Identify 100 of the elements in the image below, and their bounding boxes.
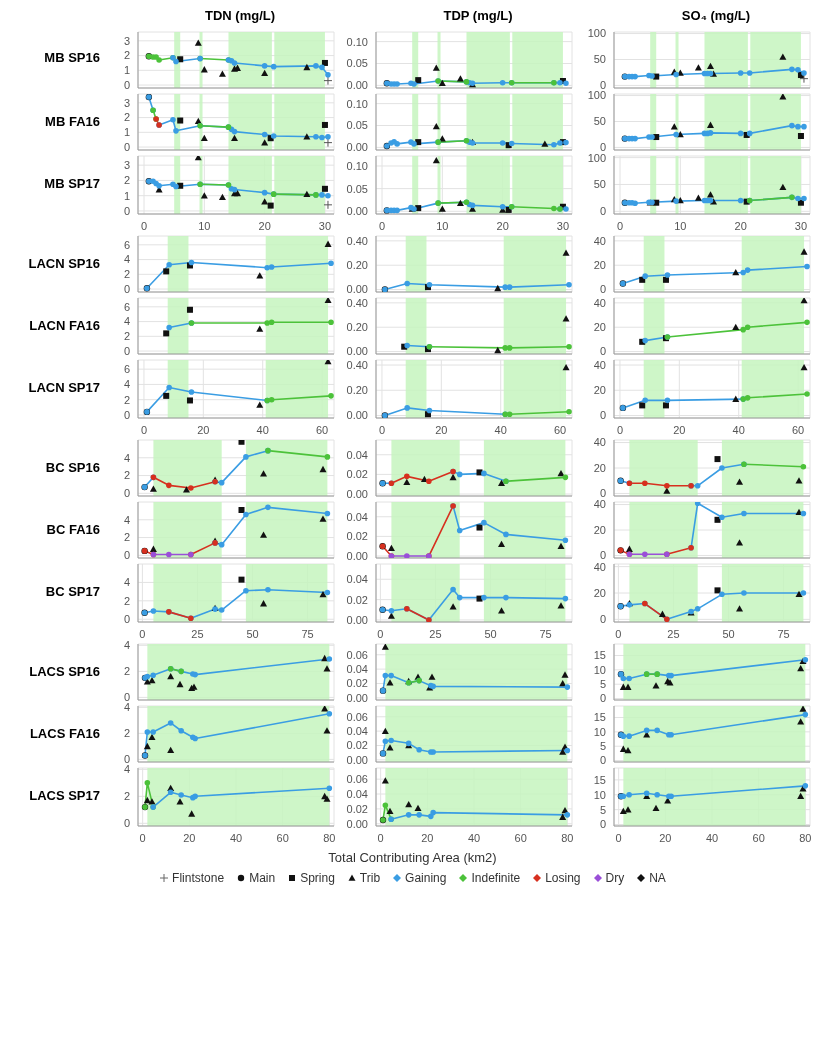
x-tick-label: 0 [377, 627, 384, 640]
x-tick-label: 25 [667, 627, 680, 640]
y-tick-label: 0 [599, 79, 606, 92]
y-tick-label: 0 [599, 283, 606, 296]
y-tick-label: 0.00 [346, 487, 368, 500]
x-tick-label: 20 [421, 831, 434, 844]
y-tick-label: 0 [123, 613, 130, 626]
y-tick-label: 0 [599, 345, 606, 358]
y-tick-label: 3 [123, 159, 130, 172]
x-tick-label: 40 [705, 831, 719, 844]
y-tick-label: 20 [593, 321, 606, 334]
y-tick-label: 0.06 [346, 710, 368, 723]
y-tick-label: 40 [593, 436, 606, 449]
y-tick-label: 0 [599, 141, 606, 154]
y-tick-label: 5 [599, 740, 606, 753]
y-tick-label: 4 [123, 701, 130, 714]
y-tick-label: 0 [599, 754, 606, 767]
y-tick-label: 10 [593, 788, 606, 801]
x-tick-label: 20 [197, 423, 210, 436]
x-tick-label: 20 [183, 831, 196, 844]
y-axis-title: LACN SP16 [27, 256, 101, 271]
y-tick-label: 0.00 [346, 409, 368, 422]
y-tick-label: 2 [123, 790, 130, 803]
y-tick-label: 5 [599, 678, 606, 691]
y-tick-label: 6 [123, 300, 130, 313]
y-tick-label: 0.20 [346, 384, 368, 397]
y-tick-label: 0.02 [346, 802, 368, 815]
y-tick-label: 2 [123, 594, 130, 607]
x-tick-label: 50 [484, 627, 497, 640]
x-tick-label: 20 [659, 831, 672, 844]
y-tick-label: 40 [593, 358, 606, 371]
x-tick-label: 10 [436, 219, 449, 232]
y-tick-label: 0 [123, 344, 130, 357]
y-tick-label: 0.02 [346, 739, 368, 752]
x-tick-label: 60 [554, 423, 567, 436]
x-tick-label: 20 [734, 219, 747, 232]
x-tick-label: 0 [378, 423, 385, 436]
y-tick-label: 0.04 [346, 573, 368, 586]
y-tick-label: 0.40 [346, 296, 368, 309]
x-tick-label: 75 [301, 627, 314, 640]
y-tick-label: 1 [123, 64, 130, 77]
chart-title: TDP (mg/L) [442, 8, 514, 25]
y-tick-label: 0.05 [346, 182, 368, 195]
y-tick-label: 0.20 [346, 259, 368, 272]
chart-title: SO₄ (mg/L) [680, 8, 752, 25]
y-tick-label: 1 [123, 189, 130, 202]
y-tick-label: 0 [123, 140, 130, 153]
x-tick-label: 10 [674, 219, 687, 232]
y-tick-label: 0.10 [346, 35, 368, 48]
x-tick-label: 0 [140, 219, 148, 232]
y-axis-title: LACN SP17 [27, 380, 101, 395]
y-tick-label: 0.40 [346, 358, 368, 371]
text: Total Contributing Area (km2) [327, 850, 498, 865]
text: Trib [359, 871, 381, 885]
y-tick-label: 0.05 [346, 57, 368, 70]
y-tick-label: 2 [123, 531, 130, 544]
y-tick-label: 50 [593, 178, 606, 191]
y-tick-label: 0 [123, 204, 130, 217]
y-tick-label: 10 [593, 663, 606, 676]
y-tick-label: 0.00 [346, 79, 368, 92]
y-tick-label: 0.10 [346, 97, 368, 110]
y-tick-label: 0.02 [346, 677, 368, 690]
y-tick-label: 0.05 [346, 119, 368, 132]
x-tick-label: 50 [246, 627, 259, 640]
x-tick-label: 30 [556, 219, 570, 232]
y-tick-label: 10 [593, 725, 606, 738]
y-tick-label: 0 [599, 409, 606, 422]
y-tick-label: 0.00 [346, 691, 368, 704]
x-tick-label: 20 [258, 219, 271, 232]
x-tick-label: 25 [429, 627, 442, 640]
x-tick-label: 20 [496, 219, 509, 232]
x-tick-label: 0 [615, 627, 622, 640]
text: NA [649, 871, 666, 885]
x-tick-label: 0 [377, 831, 384, 844]
x-tick-label: 0 [616, 423, 623, 436]
y-tick-label: 4 [123, 451, 130, 464]
y-axis-title: BC SP16 [44, 460, 101, 475]
y-tick-label: 4 [123, 253, 130, 266]
chart-title: TDN (mg/L) [203, 8, 276, 25]
y-tick-label: 0.00 [346, 549, 368, 562]
y-axis-title: LACS SP17 [28, 788, 101, 803]
y-tick-label: 20 [593, 384, 606, 397]
y-tick-label: 50 [593, 115, 606, 128]
y-tick-label: 40 [593, 234, 606, 247]
y-tick-label: 2 [123, 727, 130, 740]
y-axis-title: BC FA16 [45, 522, 101, 537]
y-axis-title: LACS FA16 [28, 726, 101, 741]
y-tick-label: 0.04 [346, 510, 368, 523]
y-tick-label: 0.00 [346, 345, 368, 358]
y-axis-title: MB SP17 [43, 176, 101, 191]
x-tick-label: 0 [140, 423, 147, 436]
x-tick-label: 40 [467, 831, 481, 844]
text: Gaining [405, 871, 447, 885]
y-tick-label: 0 [599, 549, 606, 562]
y-axis-title: MB FA16 [44, 114, 101, 129]
y-tick-label: 6 [123, 238, 130, 251]
x-tick-label: 50 [722, 627, 735, 640]
y-tick-label: 40 [593, 296, 606, 309]
y-tick-label: 15 [593, 711, 606, 724]
y-tick-label: 40 [593, 560, 606, 573]
